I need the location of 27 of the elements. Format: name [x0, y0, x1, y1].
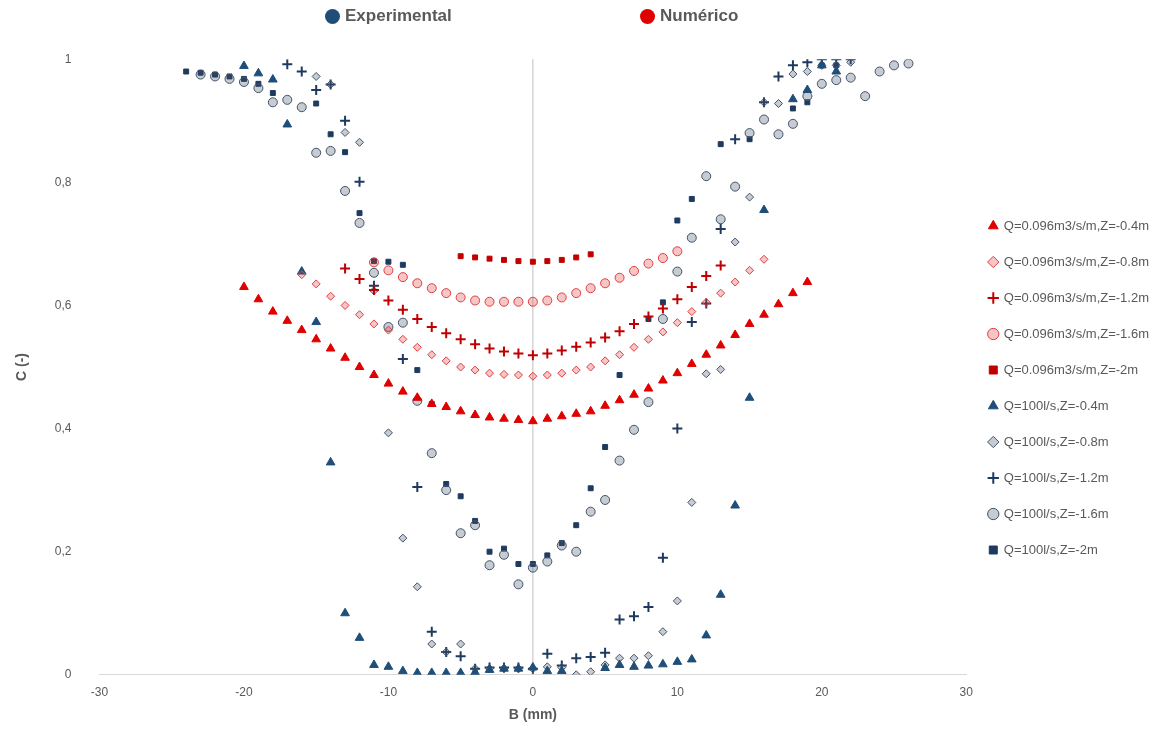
legend-label: Q=0.096m3/s/m,Z=-1.2m	[1003, 289, 1150, 305]
x-axis-title: B (mm)	[508, 706, 557, 723]
text: Numérico	[660, 6, 739, 26]
x-tick-label: -10	[379, 685, 398, 700]
legend-label: Q=0.096m3/s/m,Z=-1.6m	[1003, 325, 1150, 341]
x-tick-label: 30	[959, 685, 974, 700]
legend-label: Q=0.096m3/s/m,Z=-0.4m	[1003, 217, 1150, 233]
x-tick-label: -20	[235, 685, 253, 700]
x-tick-label: -30	[90, 685, 109, 700]
y-tick-label: 0,6	[54, 297, 72, 312]
y-tick-label: 0,4	[54, 420, 72, 435]
x-tick-label: 10	[670, 685, 685, 700]
text: Experimental	[345, 6, 452, 26]
legend-label: Q=0.096m3/s/m,Z=-2m	[1003, 361, 1139, 377]
legend-label: Q=0.096m3/s/m,Z=-0.8m	[1003, 253, 1150, 269]
legend-label: Q=100l/s,Z=-0.4m	[1003, 397, 1109, 413]
y-tick-label: 0,8	[54, 174, 72, 189]
legend-label: Q=100l/s,Z=-2m	[1003, 541, 1098, 557]
x-tick-label: 0	[529, 685, 537, 700]
legend-label: Q=100l/s,Z=-1.2m	[1003, 469, 1109, 485]
y-axis-title: C (-)	[13, 353, 30, 381]
y-tick-label: 0,2	[54, 543, 72, 558]
x-tick-label: 20	[815, 685, 829, 700]
legend-label: Q=100l/s,Z=-1.6m	[1003, 505, 1109, 521]
y-tick-label: 0	[64, 667, 72, 682]
y-tick-label: 1	[64, 51, 72, 66]
legend-label: Q=100l/s,Z=-0.8m	[1003, 433, 1109, 449]
